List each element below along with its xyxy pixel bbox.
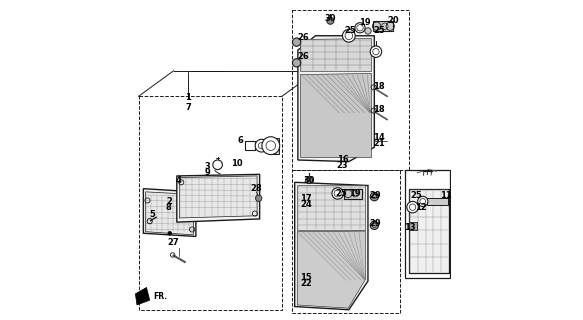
Text: 5: 5 bbox=[149, 210, 155, 219]
Text: 25: 25 bbox=[345, 27, 356, 36]
Circle shape bbox=[370, 193, 378, 201]
Polygon shape bbox=[409, 222, 417, 230]
Text: 11: 11 bbox=[440, 190, 452, 200]
Circle shape bbox=[417, 196, 428, 206]
Text: 23: 23 bbox=[336, 161, 348, 170]
Circle shape bbox=[370, 221, 378, 229]
Polygon shape bbox=[373, 21, 394, 31]
Text: 25: 25 bbox=[373, 27, 385, 36]
Polygon shape bbox=[143, 189, 196, 236]
Text: 21: 21 bbox=[373, 139, 385, 148]
Circle shape bbox=[293, 59, 301, 67]
Text: FR.: FR. bbox=[153, 292, 167, 301]
Circle shape bbox=[342, 29, 355, 42]
Circle shape bbox=[355, 23, 365, 33]
Polygon shape bbox=[177, 174, 259, 222]
Text: 26: 26 bbox=[298, 52, 310, 61]
Text: 18: 18 bbox=[373, 105, 384, 114]
Text: 30: 30 bbox=[303, 176, 315, 185]
Text: 28: 28 bbox=[251, 184, 262, 193]
Text: 19: 19 bbox=[349, 189, 361, 198]
Text: 3: 3 bbox=[204, 162, 210, 171]
Circle shape bbox=[213, 160, 222, 170]
Circle shape bbox=[293, 38, 301, 46]
Text: 12: 12 bbox=[415, 203, 426, 212]
Text: 30: 30 bbox=[325, 14, 336, 23]
Text: 10: 10 bbox=[231, 159, 243, 168]
Text: 6: 6 bbox=[238, 136, 244, 145]
Polygon shape bbox=[344, 189, 361, 199]
Circle shape bbox=[255, 139, 268, 152]
Text: 4: 4 bbox=[175, 176, 181, 185]
Text: 27: 27 bbox=[168, 238, 180, 247]
Text: 26: 26 bbox=[298, 33, 310, 42]
Polygon shape bbox=[180, 176, 257, 218]
Polygon shape bbox=[269, 138, 279, 154]
Circle shape bbox=[262, 137, 280, 155]
Text: 15: 15 bbox=[300, 273, 312, 282]
Circle shape bbox=[255, 195, 262, 201]
Polygon shape bbox=[297, 185, 366, 230]
Polygon shape bbox=[294, 182, 368, 310]
Text: 22: 22 bbox=[300, 279, 312, 288]
Polygon shape bbox=[427, 197, 448, 205]
Text: 13: 13 bbox=[404, 223, 416, 232]
Circle shape bbox=[407, 201, 419, 213]
Polygon shape bbox=[298, 36, 374, 162]
Text: 25: 25 bbox=[335, 189, 347, 198]
Polygon shape bbox=[300, 38, 371, 71]
Circle shape bbox=[305, 177, 312, 184]
Text: 14: 14 bbox=[373, 133, 385, 142]
Text: 2: 2 bbox=[166, 197, 172, 206]
Text: 29: 29 bbox=[369, 219, 381, 228]
Text: 19: 19 bbox=[359, 18, 371, 27]
Text: 29: 29 bbox=[369, 190, 381, 200]
Polygon shape bbox=[405, 170, 450, 278]
Polygon shape bbox=[300, 73, 371, 157]
Polygon shape bbox=[245, 141, 255, 150]
Circle shape bbox=[332, 188, 343, 199]
Text: 25: 25 bbox=[410, 190, 422, 200]
Polygon shape bbox=[297, 231, 366, 308]
Text: 9: 9 bbox=[204, 168, 210, 177]
Polygon shape bbox=[409, 189, 448, 273]
Text: 17: 17 bbox=[300, 194, 312, 203]
Text: 1: 1 bbox=[185, 93, 191, 102]
Circle shape bbox=[370, 46, 382, 57]
Polygon shape bbox=[146, 192, 194, 235]
Text: 8: 8 bbox=[166, 203, 172, 212]
Text: 20: 20 bbox=[388, 16, 399, 25]
Circle shape bbox=[168, 231, 172, 235]
Text: 16: 16 bbox=[336, 155, 349, 164]
Circle shape bbox=[327, 17, 334, 24]
Text: 24: 24 bbox=[300, 200, 312, 209]
Text: 7: 7 bbox=[185, 103, 191, 112]
Circle shape bbox=[365, 28, 371, 34]
Text: 18: 18 bbox=[373, 82, 384, 91]
Polygon shape bbox=[135, 287, 150, 305]
